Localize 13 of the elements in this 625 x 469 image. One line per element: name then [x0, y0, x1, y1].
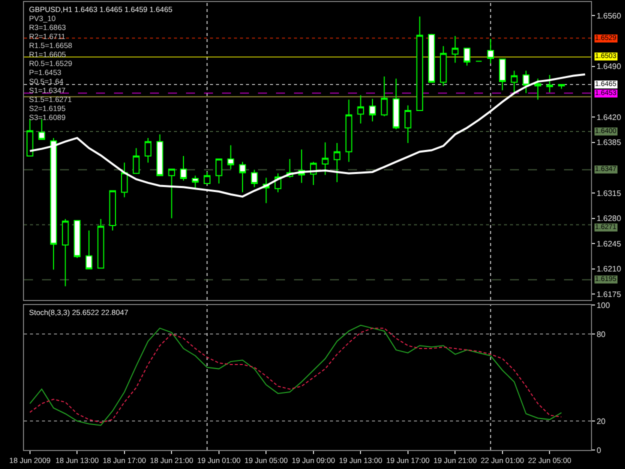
y-tick-label: 1.6385 [596, 138, 622, 148]
y-tick-label: 1.6245 [596, 239, 622, 248]
y-tick-label: 0 [596, 446, 602, 455]
y-tick-label: 80 [596, 330, 606, 339]
y-tick-label: 1.6420 [596, 112, 622, 122]
y-tick-label: 1.6490 [596, 62, 622, 72]
y-tick-label: 1.6315 [596, 188, 622, 198]
y-tick-label: 1.6280 [596, 214, 622, 224]
y-tick-label: 1.6560 [596, 12, 622, 21]
y-tick-label: 1.6175 [596, 290, 622, 300]
y-tick-label: 1.6210 [596, 264, 622, 274]
y-tick-label: 100 [596, 300, 610, 310]
y-tick-label: 20 [596, 416, 606, 426]
